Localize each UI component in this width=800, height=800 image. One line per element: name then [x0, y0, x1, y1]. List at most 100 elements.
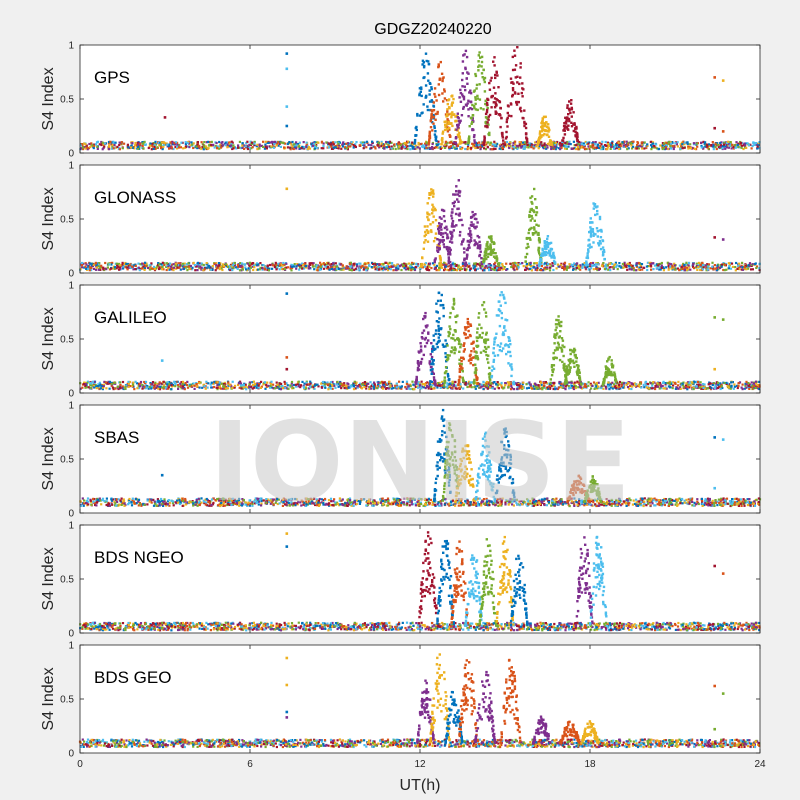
- data-point: [241, 262, 244, 265]
- data-point: [455, 190, 458, 193]
- data-point: [278, 268, 281, 271]
- data-point: [110, 263, 113, 266]
- data-point: [493, 263, 496, 266]
- data-point: [725, 268, 728, 271]
- data-point: [483, 147, 486, 150]
- data-point: [731, 265, 735, 268]
- data-point: [202, 148, 205, 151]
- data-point: [224, 141, 227, 144]
- data-point: [405, 263, 408, 266]
- data-point: [221, 387, 224, 390]
- data-point: [652, 146, 655, 149]
- data-point: [448, 148, 451, 151]
- data-point: [441, 79, 444, 83]
- data-point: [382, 266, 386, 269]
- data-point: [362, 268, 365, 271]
- data-point: [572, 147, 575, 150]
- data-point: [200, 141, 203, 144]
- data-point: [558, 265, 561, 268]
- data-point: [430, 113, 433, 116]
- data-point: [259, 262, 262, 265]
- data-point: [502, 142, 505, 145]
- data-point: [86, 146, 89, 149]
- data-point: [348, 262, 351, 266]
- data-point: [447, 258, 451, 261]
- data-point: [435, 264, 439, 267]
- data-point: [640, 141, 643, 144]
- data-point: [529, 386, 533, 389]
- data-point: [521, 142, 524, 145]
- data-point: [239, 382, 243, 385]
- data-point: [342, 268, 345, 271]
- data-point: [466, 253, 469, 256]
- data-point: [512, 145, 515, 149]
- data-point: [141, 262, 144, 265]
- data-point: [538, 132, 542, 135]
- data-point: [316, 266, 320, 269]
- data-point: [510, 114, 513, 118]
- data-point: [168, 143, 171, 146]
- data-point: [702, 266, 705, 269]
- data-point: [484, 125, 487, 128]
- data-point: [295, 147, 298, 150]
- data-point: [455, 119, 458, 123]
- data-point: [230, 146, 233, 149]
- data-point: [539, 257, 543, 261]
- data-point: [706, 263, 709, 266]
- data-point: [457, 267, 460, 271]
- data-point: [706, 268, 710, 271]
- data-point: [404, 268, 407, 271]
- data-point: [527, 268, 530, 271]
- data-point: [704, 264, 707, 267]
- data-point: [589, 382, 592, 385]
- data-point: [493, 64, 496, 67]
- data-point: [422, 144, 425, 147]
- data-point: [476, 262, 479, 266]
- data-point: [546, 237, 549, 241]
- data-point: [280, 382, 283, 385]
- data-point: [680, 145, 683, 148]
- data-point: [756, 145, 759, 148]
- data-point: [697, 385, 700, 388]
- data-point: [524, 141, 527, 144]
- data-point: [491, 385, 494, 388]
- data-point: [478, 240, 481, 244]
- data-point: [471, 210, 474, 214]
- data-point: [444, 231, 447, 235]
- data-point: [92, 147, 95, 150]
- data-point: [297, 145, 301, 148]
- data-point: [275, 268, 278, 271]
- data-point: [196, 262, 199, 265]
- data-point: [327, 262, 330, 265]
- data-point: [423, 263, 426, 266]
- data-point: [495, 265, 498, 268]
- data-point: [500, 132, 504, 135]
- data-point: [273, 264, 276, 267]
- data-point: [443, 143, 446, 146]
- data-point: [655, 147, 659, 150]
- data-point: [620, 266, 623, 269]
- data-point: [278, 142, 281, 145]
- data-point: [631, 142, 634, 145]
- data-point: [428, 269, 431, 272]
- data-point: [727, 262, 730, 265]
- data-point: [590, 245, 593, 249]
- data-point: [657, 264, 660, 267]
- data-point: [703, 385, 706, 388]
- data-point: [564, 147, 567, 150]
- data-point: [277, 262, 280, 265]
- data-point: [535, 211, 539, 214]
- data-point: [238, 146, 241, 149]
- data-point: [179, 264, 182, 267]
- data-point: [495, 267, 498, 270]
- data-point: [513, 268, 516, 271]
- data-point: [459, 266, 463, 269]
- data-point: [154, 140, 157, 143]
- data-point: [485, 244, 488, 247]
- data-point: [417, 141, 420, 145]
- data-point: [373, 265, 376, 268]
- data-point: [586, 254, 589, 258]
- data-point: [536, 269, 539, 272]
- data-point: [320, 147, 323, 150]
- data-point: [474, 213, 477, 216]
